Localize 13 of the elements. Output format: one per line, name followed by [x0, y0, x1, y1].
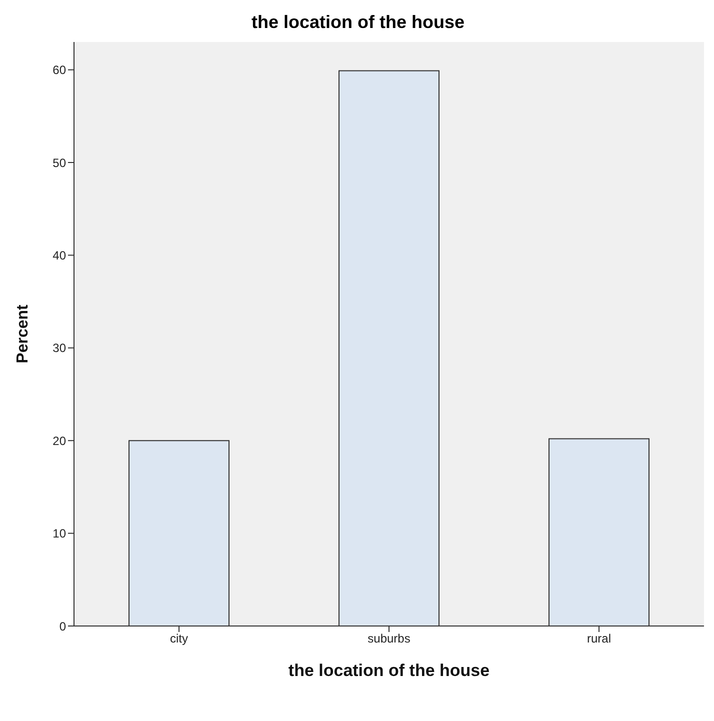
- x-tick-label: suburbs: [368, 632, 410, 646]
- y-tick-label: 50: [52, 156, 66, 170]
- y-tick-label: 10: [52, 526, 66, 541]
- y-axis-title: Percent: [14, 304, 32, 364]
- y-tick-label: 40: [52, 248, 66, 262]
- y-tick-label: 0: [59, 619, 66, 634]
- x-axis-title: the location of the house: [288, 661, 490, 680]
- x-tick-label: city: [170, 632, 188, 646]
- x-tick-label: rural: [586, 632, 612, 646]
- chart-title: the location of the house: [250, 11, 466, 34]
- y-tick-label: 30: [52, 341, 66, 356]
- y-tick-label: 20: [52, 434, 66, 448]
- y-tick-label: 60: [52, 63, 66, 78]
